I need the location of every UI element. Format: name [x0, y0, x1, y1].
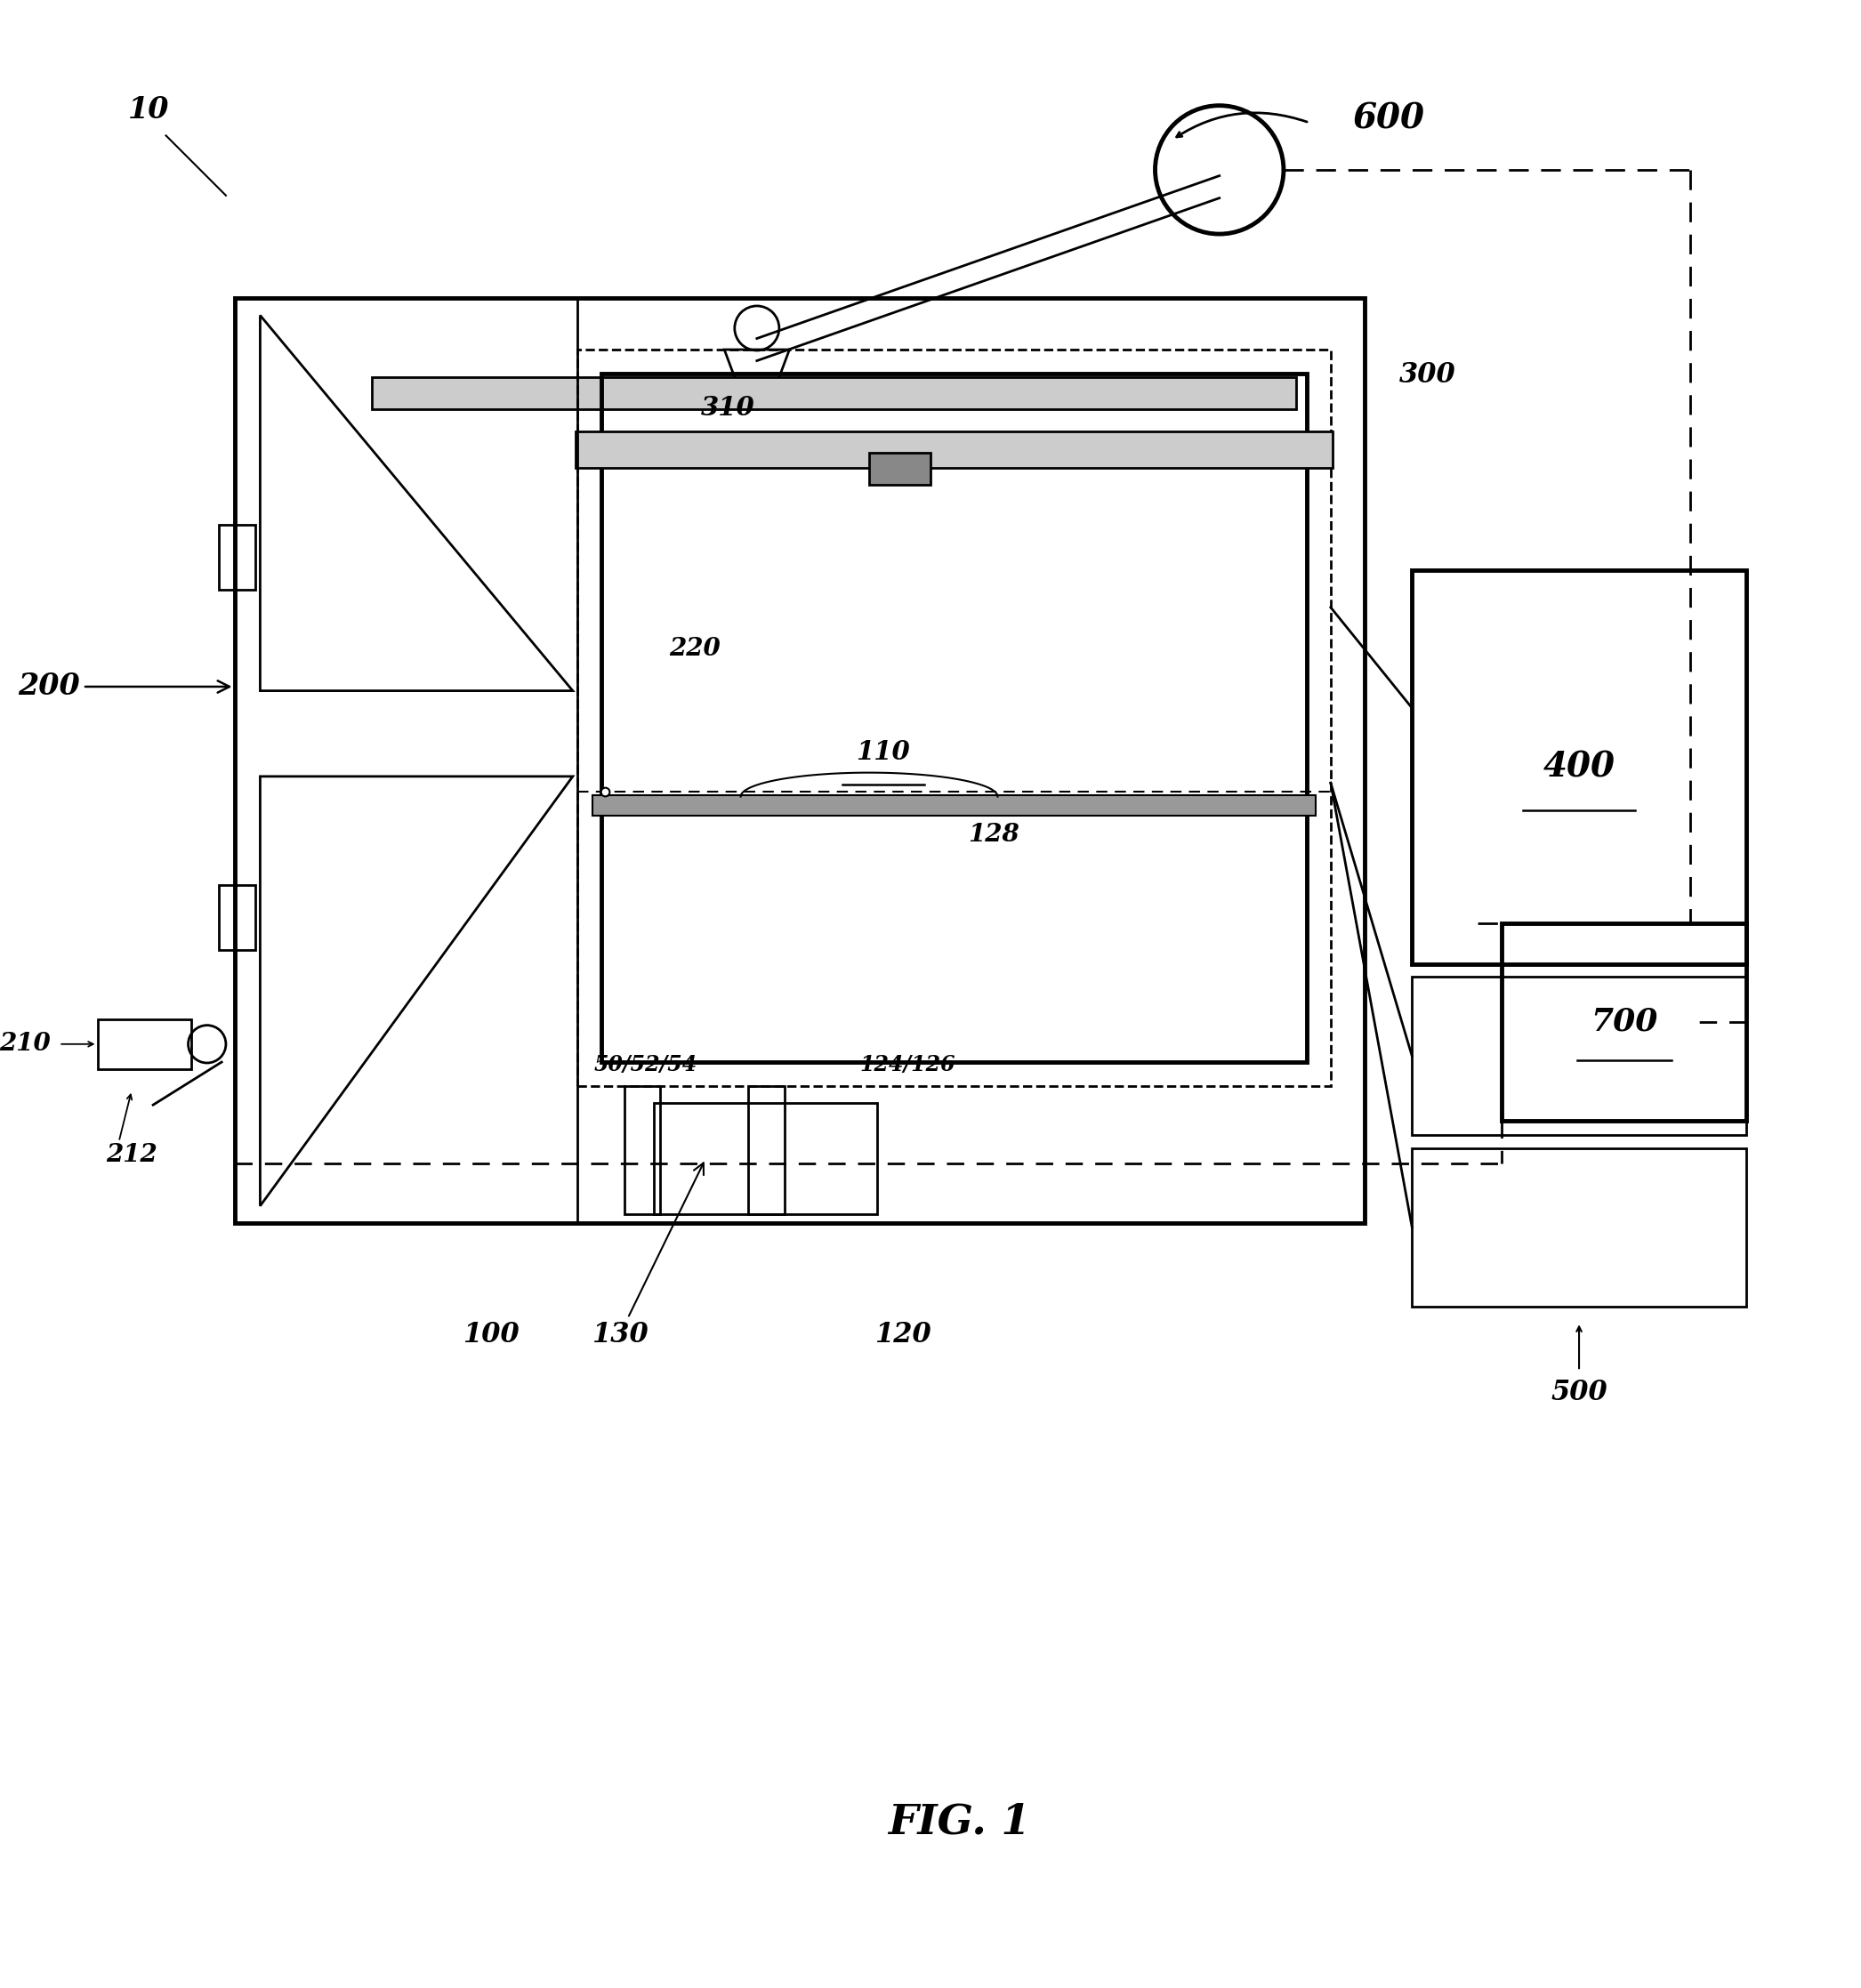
- Bar: [97, 1020, 192, 1070]
- Text: 120: 120: [875, 1320, 930, 1348]
- Bar: [748, 1085, 783, 1215]
- Bar: [869, 453, 930, 485]
- Bar: [1502, 922, 1746, 1121]
- Bar: [1412, 571, 1746, 964]
- Text: 100: 100: [463, 1320, 519, 1348]
- Text: 500: 500: [1550, 1378, 1608, 1406]
- Bar: [1412, 1149, 1746, 1306]
- Text: 50/52/54: 50/52/54: [594, 1054, 698, 1076]
- Text: 200: 200: [19, 672, 229, 702]
- Text: 600: 600: [1353, 101, 1424, 135]
- Text: 212: 212: [106, 1143, 158, 1167]
- Bar: [653, 1103, 877, 1215]
- Bar: [1412, 976, 1746, 1135]
- Bar: [575, 431, 1332, 467]
- Text: 310: 310: [702, 396, 756, 421]
- Bar: [220, 525, 255, 590]
- Text: FIG. 1: FIG. 1: [888, 1801, 1031, 1843]
- Text: 300: 300: [1399, 362, 1455, 390]
- Bar: [372, 378, 1297, 410]
- Text: 400: 400: [1543, 749, 1615, 783]
- Bar: [601, 374, 1306, 1062]
- Bar: [234, 298, 1364, 1223]
- Bar: [577, 350, 1331, 1085]
- Bar: [623, 1085, 661, 1215]
- Text: 124/126: 124/126: [860, 1054, 955, 1076]
- Text: 130: 130: [592, 1163, 703, 1348]
- Text: 128: 128: [968, 823, 1020, 847]
- Bar: [220, 885, 255, 950]
- Text: 110: 110: [856, 740, 910, 765]
- Text: 220: 220: [670, 636, 720, 660]
- Text: 210: 210: [0, 1032, 50, 1056]
- Text: 700: 700: [1591, 1006, 1658, 1038]
- Text: 10: 10: [128, 95, 169, 125]
- Bar: [592, 795, 1316, 815]
